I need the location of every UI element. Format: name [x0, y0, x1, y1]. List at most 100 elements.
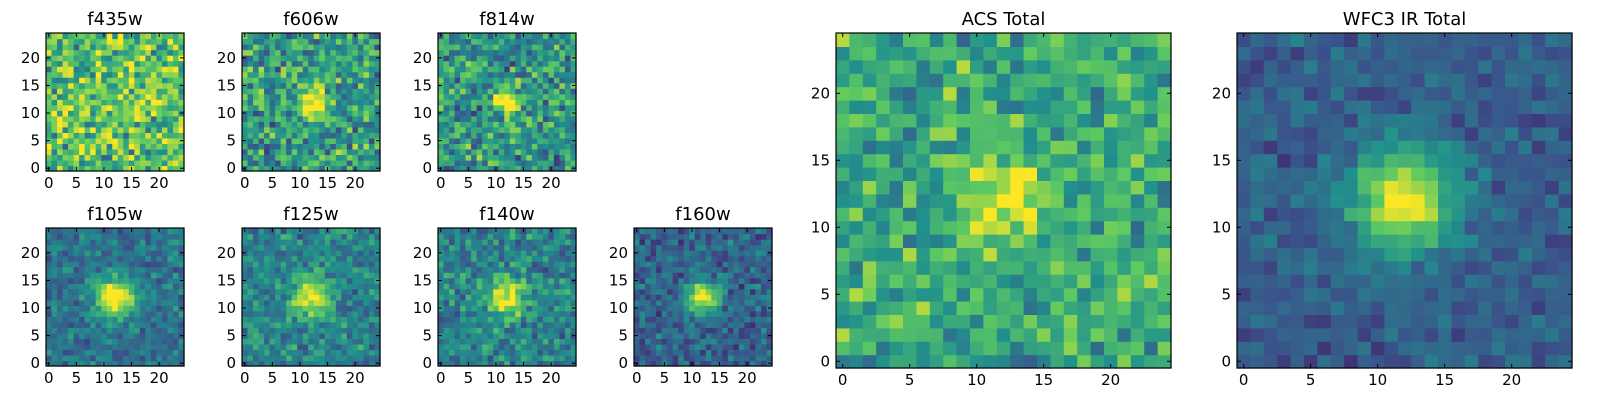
heatmap-cell [84, 44, 91, 51]
heatmap-cell [916, 341, 931, 356]
heatmap-cell [73, 343, 80, 351]
heatmap-cell [112, 305, 119, 312]
heatmap-cell [247, 82, 254, 89]
heatmap-cell [443, 93, 450, 100]
heatmap-cell [139, 228, 146, 235]
heatmap-cell [476, 349, 483, 356]
heatmap-cell [727, 338, 734, 345]
heatmap-cell [264, 360, 271, 367]
heatmap-cell [242, 154, 249, 161]
heatmap-cell [68, 343, 75, 351]
heatmap-cell [465, 343, 472, 351]
heatmap-cell [526, 77, 533, 84]
heatmap-cell [172, 93, 180, 100]
heatmap-cell [134, 159, 141, 167]
heatmap-cell [167, 343, 174, 351]
heatmap-cell [903, 180, 917, 195]
heatmap-cell [346, 126, 353, 133]
heatmap-cell [178, 239, 185, 246]
heatmap-cell [482, 250, 489, 257]
heatmap-cell [150, 88, 157, 95]
heatmap-cell [722, 272, 729, 279]
heatmap-cell [487, 250, 494, 257]
heatmap-cell [374, 132, 381, 139]
heatmap-cell [498, 66, 505, 73]
heatmap-cell [62, 283, 69, 290]
heatmap-cell [1063, 193, 1078, 208]
heatmap-cell [443, 239, 450, 246]
heatmap-cell [454, 165, 461, 172]
heatmap-cell [766, 228, 773, 235]
heatmap-cell [253, 99, 260, 106]
heatmap-cell [247, 38, 254, 45]
heatmap-cell [335, 233, 342, 240]
heatmap-cell [161, 88, 169, 95]
heatmap-cell [167, 305, 174, 312]
heatmap-cell [123, 104, 130, 111]
heatmap-cell [515, 299, 522, 306]
heatmap-cell [330, 66, 337, 73]
heatmap-cell [509, 93, 516, 100]
heatmap-cell [1130, 274, 1145, 289]
heatmap-cell [275, 71, 282, 78]
heatmap-cell [297, 115, 304, 122]
heatmap-cell [526, 332, 533, 339]
heatmap-cell [766, 239, 773, 246]
heatmap-cell [1157, 207, 1172, 222]
heatmap-cell [650, 266, 657, 273]
heatmap-cell [1010, 180, 1025, 195]
heatmap-cell [95, 137, 102, 144]
heatmap-cell [1104, 167, 1118, 181]
heatmap-cell [363, 266, 370, 273]
heatmap-cell [95, 110, 102, 117]
heatmap-cell [570, 327, 577, 334]
heatmap-cell [308, 261, 315, 268]
heatmap-cell [90, 360, 97, 367]
heatmap-cell [330, 121, 337, 128]
heatmap-cell [101, 93, 108, 100]
heatmap-cell [95, 38, 102, 45]
heatmap-cell [943, 220, 958, 235]
heatmap-cell [84, 283, 91, 290]
heatmap-cell [438, 66, 445, 73]
heatmap-cell [722, 244, 729, 251]
heatmap-cell [515, 60, 522, 67]
heatmap-cell [286, 93, 293, 100]
heatmap-cell [247, 115, 254, 122]
heatmap-cell [286, 239, 293, 246]
heatmap-cell [738, 338, 745, 345]
heatmap-cell [145, 294, 152, 301]
heatmap-cell [749, 338, 757, 345]
heatmap-cell [253, 88, 260, 95]
heatmap-cell [498, 332, 505, 339]
heatmap-cell [161, 305, 169, 312]
heatmap-cell [1144, 234, 1159, 248]
heatmap-cell [68, 115, 75, 122]
heatmap-cell [253, 261, 260, 268]
heatmap-cell [1037, 314, 1051, 329]
heatmap-cell [357, 137, 365, 144]
heatmap-cell [520, 277, 527, 284]
heatmap-cell [970, 153, 984, 168]
heatmap-cell [498, 294, 505, 301]
heatmap-cell [645, 299, 652, 306]
heatmap-cell [297, 310, 304, 317]
heatmap-cell [443, 250, 450, 257]
heatmap-cell [178, 71, 185, 78]
heatmap-cell [264, 77, 271, 84]
heatmap-cell [62, 349, 69, 356]
heatmap-cell [324, 354, 331, 362]
heatmap-cell [357, 159, 365, 167]
heatmap-cell [286, 277, 293, 284]
heatmap-cell [84, 288, 91, 295]
heatmap-cell [368, 288, 376, 295]
heatmap-cell [1023, 354, 1038, 369]
heatmap-cell [258, 283, 265, 290]
heatmap-cell [291, 44, 298, 51]
heatmap-cell [443, 349, 450, 356]
heatmap-cell [639, 305, 646, 312]
heatmap-cell [73, 294, 80, 301]
heatmap-cell [79, 110, 86, 117]
heatmap-cell [509, 266, 516, 273]
heatmap-cell [509, 233, 516, 240]
